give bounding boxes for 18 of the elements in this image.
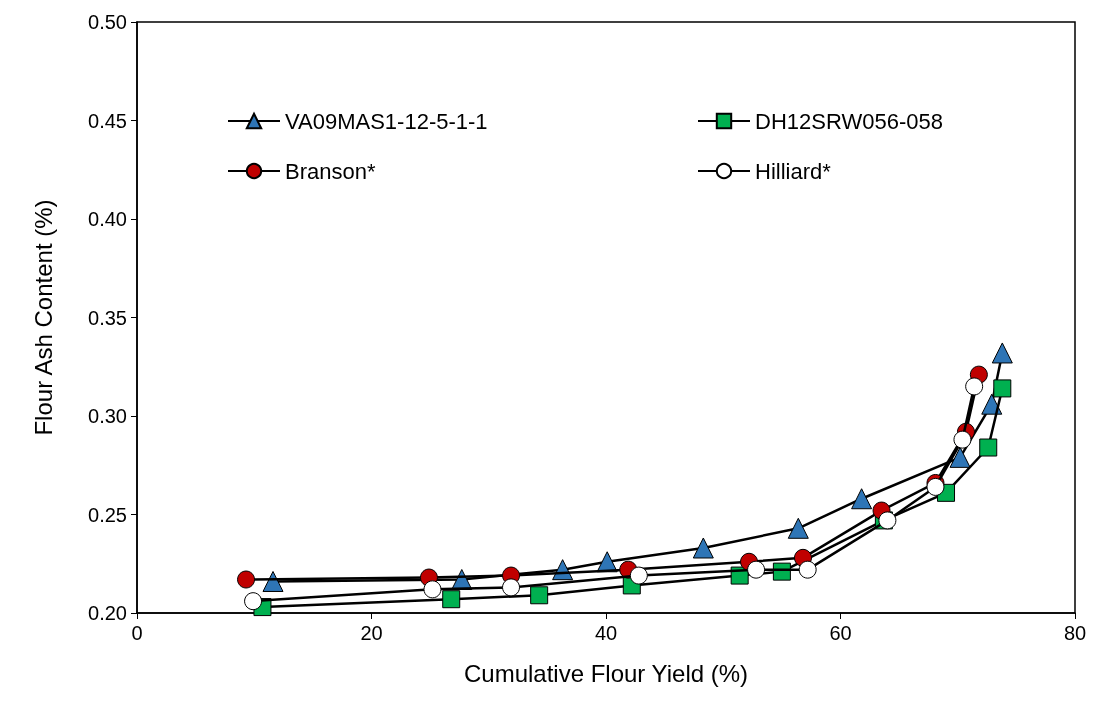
legend-label: Hilliard* — [755, 158, 832, 184]
legend-label: VA09MAS1-12-5-1-1 — [285, 108, 488, 134]
legend-label: Branson* — [285, 158, 376, 184]
x-tick-label: 60 — [829, 622, 852, 644]
y-tick-label: 0.35 — [88, 306, 127, 329]
y-axis-title: Flour Ash Content (%) — [29, 199, 57, 436]
y-tick-label: 0.20 — [88, 602, 127, 624]
x-tick-label: 0 — [131, 622, 143, 644]
y-tick-label: 0.25 — [88, 503, 127, 526]
x-tick-label: 20 — [360, 622, 383, 644]
x-axis-title: Cumulative Flour Yield (%) — [463, 659, 749, 687]
y-tick-label: 0.40 — [88, 208, 127, 230]
y-tick-label: 0.30 — [88, 405, 127, 427]
y-tick-label: 0.50 — [88, 11, 127, 33]
y-tick-label: 0.45 — [88, 109, 127, 132]
x-tick-label: 80 — [1063, 622, 1087, 644]
x-tick-label: 40 — [594, 622, 618, 644]
legend-label: DH12SRW056-058 — [755, 108, 943, 134]
